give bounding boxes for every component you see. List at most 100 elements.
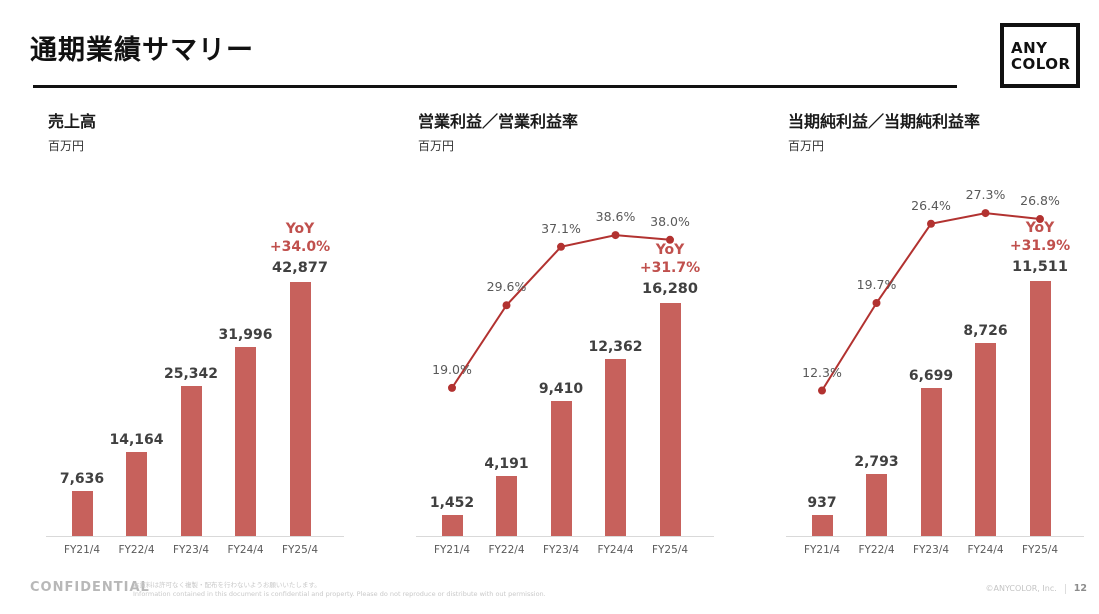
chart-unit-operating-profit: 百万円 — [418, 139, 455, 153]
percent-label-FY24/4: 38.6% — [595, 209, 636, 225]
value-label-FY25/4: 42,877 — [272, 260, 328, 277]
bar-FY25/4 — [1029, 281, 1051, 536]
bar-FY21/4 — [71, 490, 93, 536]
bar-FY22/4 — [126, 452, 147, 536]
percent-label-FY25/4: 38.0% — [650, 213, 690, 229]
chart-plot-revenue: 7,636 14,164 25,342 31,996 YoY +34.0% 42,877 FY… — [40, 173, 360, 573]
x-axis-baseline — [416, 536, 714, 537]
value-label-FY23/4: 25,342 — [163, 366, 219, 383]
bar-FY24/4 — [975, 343, 996, 536]
value-label-FY25/4: 16,280 — [642, 280, 698, 297]
disclaimer-japanese: 本資料は許可なく複製・配布を行わないようお願いいたします。 — [133, 581, 321, 589]
value-label-FY21/4: 7,636 — [59, 470, 105, 487]
chart-plot-operating-profit: 1,452 4,191 9,410 12,362 YoY +31.7% 16,280 FY21… — [410, 173, 730, 573]
line-marker-FY24/4 — [981, 209, 990, 218]
line-marker-FY21/4 — [818, 386, 826, 395]
line-marker-FY21/4 — [448, 383, 456, 392]
chart-panel-net-income: 当期純利益／当期純利益率 百万円 937 2,793 6,699 8,726 YoY +3… — [780, 108, 1099, 573]
percent-label-FY21/4: 12.3% — [802, 364, 842, 380]
percent-label-FY23/4: 26.4% — [911, 197, 951, 213]
x-axis-label-FY22/4: FY22/4 — [488, 544, 525, 556]
anycolor-logo: ANY COLOR — [1000, 23, 1080, 88]
x-axis-label-FY25/4: FY25/4 — [1021, 544, 1059, 556]
footer-right: ©ANYCOLOR, Inc. 12 — [985, 583, 1087, 594]
line-marker-FY22/4 — [502, 301, 511, 310]
value-label-FY21/4: 1,452 — [429, 495, 475, 512]
yoy-label: YoY — [655, 241, 685, 258]
chart-plot-net-income: 937 2,793 6,699 8,726 YoY +31.9% 11,511 FY21/4 F… — [780, 173, 1099, 573]
value-label-FY23/4: 6,699 — [908, 367, 954, 384]
bar-FY23/4 — [550, 401, 572, 536]
percent-label-FY22/4: 29.6% — [486, 279, 527, 295]
bar-FY22/4 — [866, 474, 887, 536]
bar-FY25/4 — [659, 302, 681, 536]
value-label-FY24/4: 31,996 — [218, 326, 273, 343]
title-divider — [33, 85, 957, 88]
yoy-value: +31.7% — [639, 259, 701, 276]
value-label-FY23/4: 9,410 — [538, 381, 584, 398]
footer-divider — [1064, 583, 1066, 594]
disclaimer-english: Information contained in this document i… — [133, 590, 546, 598]
chart-unit-revenue: 百万円 — [48, 139, 85, 153]
logo-text-line2: COLOR — [1011, 54, 1071, 73]
page-number: 12 — [1073, 583, 1087, 594]
x-axis-label-FY21/4: FY21/4 — [433, 544, 471, 556]
chart-panel-revenue: 売上高 百万円 7,636 14,164 25,342 31,996 YoY +34.0%… — [40, 108, 360, 573]
yoy-annotation: YoY +31.7% 16,280 — [622, 241, 718, 299]
x-axis-baseline — [786, 536, 1084, 537]
page-title: 通期業績サマリー — [30, 35, 254, 66]
yoy-annotation: YoY +34.0% 42,877 — [252, 220, 348, 278]
bar-FY21/4 — [441, 515, 463, 536]
percent-label-FY25/4: 26.8% — [1020, 193, 1060, 209]
value-label-FY24/4: 8,726 — [963, 323, 1008, 340]
x-axis-label-FY24/4: FY24/4 — [967, 544, 1004, 556]
x-axis-label-FY24/4: FY24/4 — [597, 544, 634, 556]
value-label-FY22/4: 2,793 — [854, 454, 899, 471]
x-axis-label-FY23/4: FY23/4 — [912, 544, 950, 556]
chart-panel-operating-profit: 営業利益／営業利益率 百万円 1,452 4,191 9,410 12,362 YoY +… — [410, 108, 730, 573]
yoy-label: YoY — [1025, 220, 1055, 237]
x-axis-baseline — [46, 536, 344, 537]
yoy-label: YoY — [285, 221, 315, 238]
x-axis-label-FY23/4: FY23/4 — [172, 544, 210, 556]
bar-FY24/4 — [605, 359, 626, 536]
percent-label-FY21/4: 19.0% — [432, 361, 472, 377]
footer-disclaimer: 本資料は許可なく複製・配布を行わないようお願いいたします。 Informatio… — [133, 581, 546, 599]
x-axis-label-FY25/4: FY25/4 — [281, 544, 319, 556]
value-label-FY22/4: 4,191 — [484, 456, 529, 473]
yoy-value: +31.9% — [1009, 238, 1071, 255]
bar-FY25/4 — [289, 282, 311, 536]
x-axis-label-FY24/4: FY24/4 — [227, 544, 264, 556]
yoy-value: +34.0% — [269, 239, 331, 256]
percent-label-FY24/4: 27.3% — [965, 187, 1006, 203]
chart-unit-net-income: 百万円 — [788, 139, 825, 153]
line-marker-FY23/4 — [927, 219, 935, 228]
x-axis-label-FY23/4: FY23/4 — [542, 544, 580, 556]
bar-FY22/4 — [496, 476, 517, 536]
bar-FY24/4 — [235, 346, 256, 536]
logo-text-line1: ANY — [1011, 38, 1048, 57]
confidential-label: CONFIDENTIAL — [30, 580, 150, 595]
percent-label-FY23/4: 37.1% — [541, 220, 581, 236]
line-marker-FY24/4 — [611, 231, 620, 240]
line-marker-FY23/4 — [557, 242, 565, 251]
chart-title-revenue: 売上高 — [48, 112, 97, 131]
chart-title-net-income: 当期純利益／当期純利益率 — [788, 112, 981, 131]
bar-FY23/4 — [920, 387, 942, 536]
x-axis-label-FY22/4: FY22/4 — [118, 544, 155, 556]
value-label-FY22/4: 14,164 — [109, 432, 164, 449]
copyright-label: ©ANYCOLOR, Inc. — [985, 584, 1057, 593]
yoy-annotation: YoY +31.9% 11,511 — [992, 219, 1088, 277]
x-axis-label-FY21/4: FY21/4 — [63, 544, 101, 556]
x-axis-label-FY21/4: FY21/4 — [803, 544, 841, 556]
value-label-FY24/4: 12,362 — [588, 339, 643, 356]
bar-FY23/4 — [180, 386, 202, 536]
x-axis-label-FY22/4: FY22/4 — [858, 544, 895, 556]
percent-label-FY22/4: 19.7% — [856, 276, 897, 292]
chart-title-operating-profit: 営業利益／営業利益率 — [418, 112, 579, 131]
x-axis-label-FY25/4: FY25/4 — [651, 544, 689, 556]
value-label-FY25/4: 11,511 — [1012, 259, 1068, 276]
bar-FY21/4 — [811, 515, 833, 536]
line-marker-FY22/4 — [872, 298, 881, 307]
